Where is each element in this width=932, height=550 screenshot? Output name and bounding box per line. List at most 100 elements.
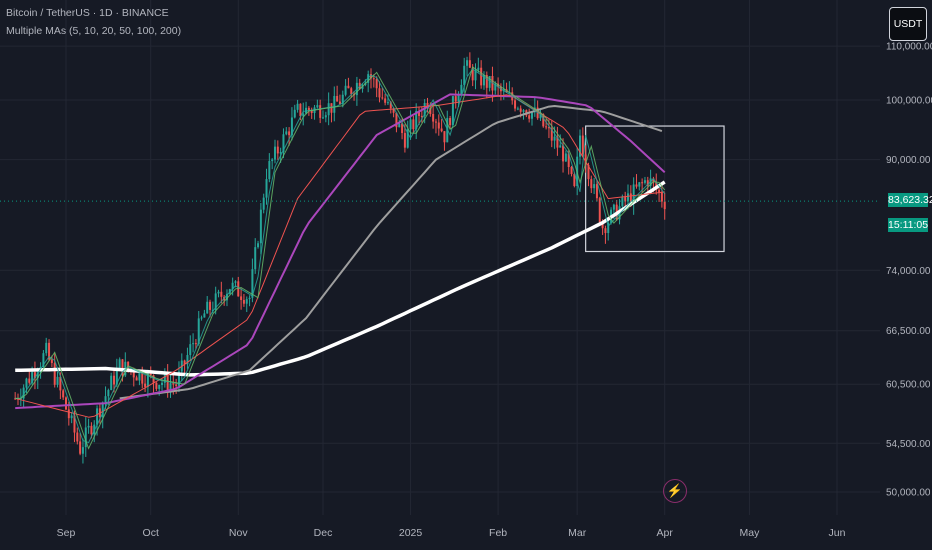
candle-body xyxy=(310,110,313,114)
candle-body xyxy=(146,373,149,387)
candle-body xyxy=(516,108,519,110)
candle-body xyxy=(73,415,76,433)
candle-body xyxy=(144,383,147,387)
symbol-title[interactable]: Bitcoin / TetherUS · 1D · BINANCE xyxy=(6,7,169,19)
y-axis: 110,000.00 100,000.00 90,000.00 74,000.00 66… xyxy=(886,42,932,499)
x-tick-label: May xyxy=(740,527,761,539)
y-tick-label: 60,500.00 xyxy=(886,380,931,391)
candle-body xyxy=(632,184,635,204)
candle-body xyxy=(237,281,240,297)
y-tick-label: 74,000.00 xyxy=(886,266,931,277)
candle-body xyxy=(107,390,110,397)
candle-body xyxy=(67,409,70,419)
candle-body xyxy=(234,281,237,283)
candle-body xyxy=(338,101,341,104)
candle-body xyxy=(240,296,243,301)
lightning-icon[interactable]: ⚡ xyxy=(663,479,687,503)
candle-body xyxy=(87,425,90,428)
candle-body xyxy=(562,145,565,162)
candle-body xyxy=(113,375,116,385)
candle-body xyxy=(110,375,113,391)
candle-body xyxy=(31,372,34,383)
candle-body xyxy=(192,343,195,345)
candle-body xyxy=(132,371,135,378)
candle-body xyxy=(426,102,429,109)
chart-grid xyxy=(0,0,880,515)
candle-body xyxy=(550,128,553,141)
candle-body xyxy=(265,179,268,198)
candle-body xyxy=(415,111,418,130)
candle-body xyxy=(25,378,28,388)
candle-body xyxy=(449,118,452,126)
candle-body xyxy=(138,372,141,381)
candle-body xyxy=(214,293,217,310)
x-axis: Sep Oct Nov Dec 2025 Feb Mar Apr May Jun xyxy=(57,527,846,539)
candle-body xyxy=(59,376,62,391)
candle-body xyxy=(584,154,587,166)
ma-line-ma20 xyxy=(15,94,665,418)
candle-body xyxy=(322,117,324,119)
candle-body xyxy=(121,359,124,376)
candle-body xyxy=(273,146,276,160)
candle-body xyxy=(163,374,166,383)
candle-body xyxy=(254,247,257,270)
candle-body xyxy=(381,97,384,99)
candle-body xyxy=(612,204,615,210)
candle-body xyxy=(19,398,22,400)
candle-body xyxy=(522,110,525,112)
candle-body xyxy=(319,105,322,118)
candle-body xyxy=(186,355,189,365)
x-tick-label: Feb xyxy=(489,527,507,539)
candle-body xyxy=(652,178,655,183)
candle-body xyxy=(53,363,56,385)
y-tick-label: 66,500.00 xyxy=(886,326,931,337)
candle-body xyxy=(437,122,440,129)
candle-body xyxy=(268,161,271,180)
candle-body xyxy=(638,182,641,187)
candle-body xyxy=(257,243,260,248)
candle-body xyxy=(401,123,404,134)
candle-body xyxy=(547,127,550,129)
candle-body xyxy=(259,209,262,244)
candle-body xyxy=(581,135,584,155)
candle-body xyxy=(172,383,175,385)
selection-rectangle xyxy=(585,125,725,253)
candle-body xyxy=(629,193,632,204)
candle-body xyxy=(327,103,330,116)
candle-body xyxy=(316,105,319,108)
candle-body xyxy=(333,95,336,113)
candle-body xyxy=(288,131,291,136)
moving-averages xyxy=(15,66,666,450)
y-tick-label: 110,000.00 xyxy=(886,42,932,53)
candle-body xyxy=(641,182,644,184)
candle-body xyxy=(595,184,598,199)
candle-body xyxy=(231,282,234,290)
candle-body xyxy=(480,67,483,86)
indicator-legend[interactable]: Multiple MAs (5, 10, 20, 50, 100, 200) xyxy=(6,25,182,37)
candle-body xyxy=(412,119,415,130)
candle-body xyxy=(62,390,65,398)
candle-body xyxy=(90,425,93,435)
x-tick-label: 2025 xyxy=(399,527,423,539)
candle-body xyxy=(324,115,327,118)
x-tick-label: Oct xyxy=(143,527,159,539)
candle-body xyxy=(22,387,25,399)
candle-body xyxy=(542,114,545,127)
ma-line-ma200 xyxy=(15,180,666,377)
candle-body xyxy=(33,372,36,379)
candle-body xyxy=(65,397,67,410)
candle-body xyxy=(409,119,412,130)
candle-body xyxy=(567,153,570,167)
candle-body xyxy=(262,197,265,210)
candle-body xyxy=(420,115,423,117)
candle-body xyxy=(454,96,457,102)
drawing-rectangle[interactable] xyxy=(585,125,725,253)
x-tick-label: Dec xyxy=(314,527,333,539)
candle-body xyxy=(203,313,206,318)
currency-button[interactable]: USDT xyxy=(889,7,927,41)
candle-body xyxy=(643,180,646,183)
candle-body xyxy=(155,382,158,389)
candle-body xyxy=(45,342,48,354)
ma-line-ma100 xyxy=(119,105,663,400)
